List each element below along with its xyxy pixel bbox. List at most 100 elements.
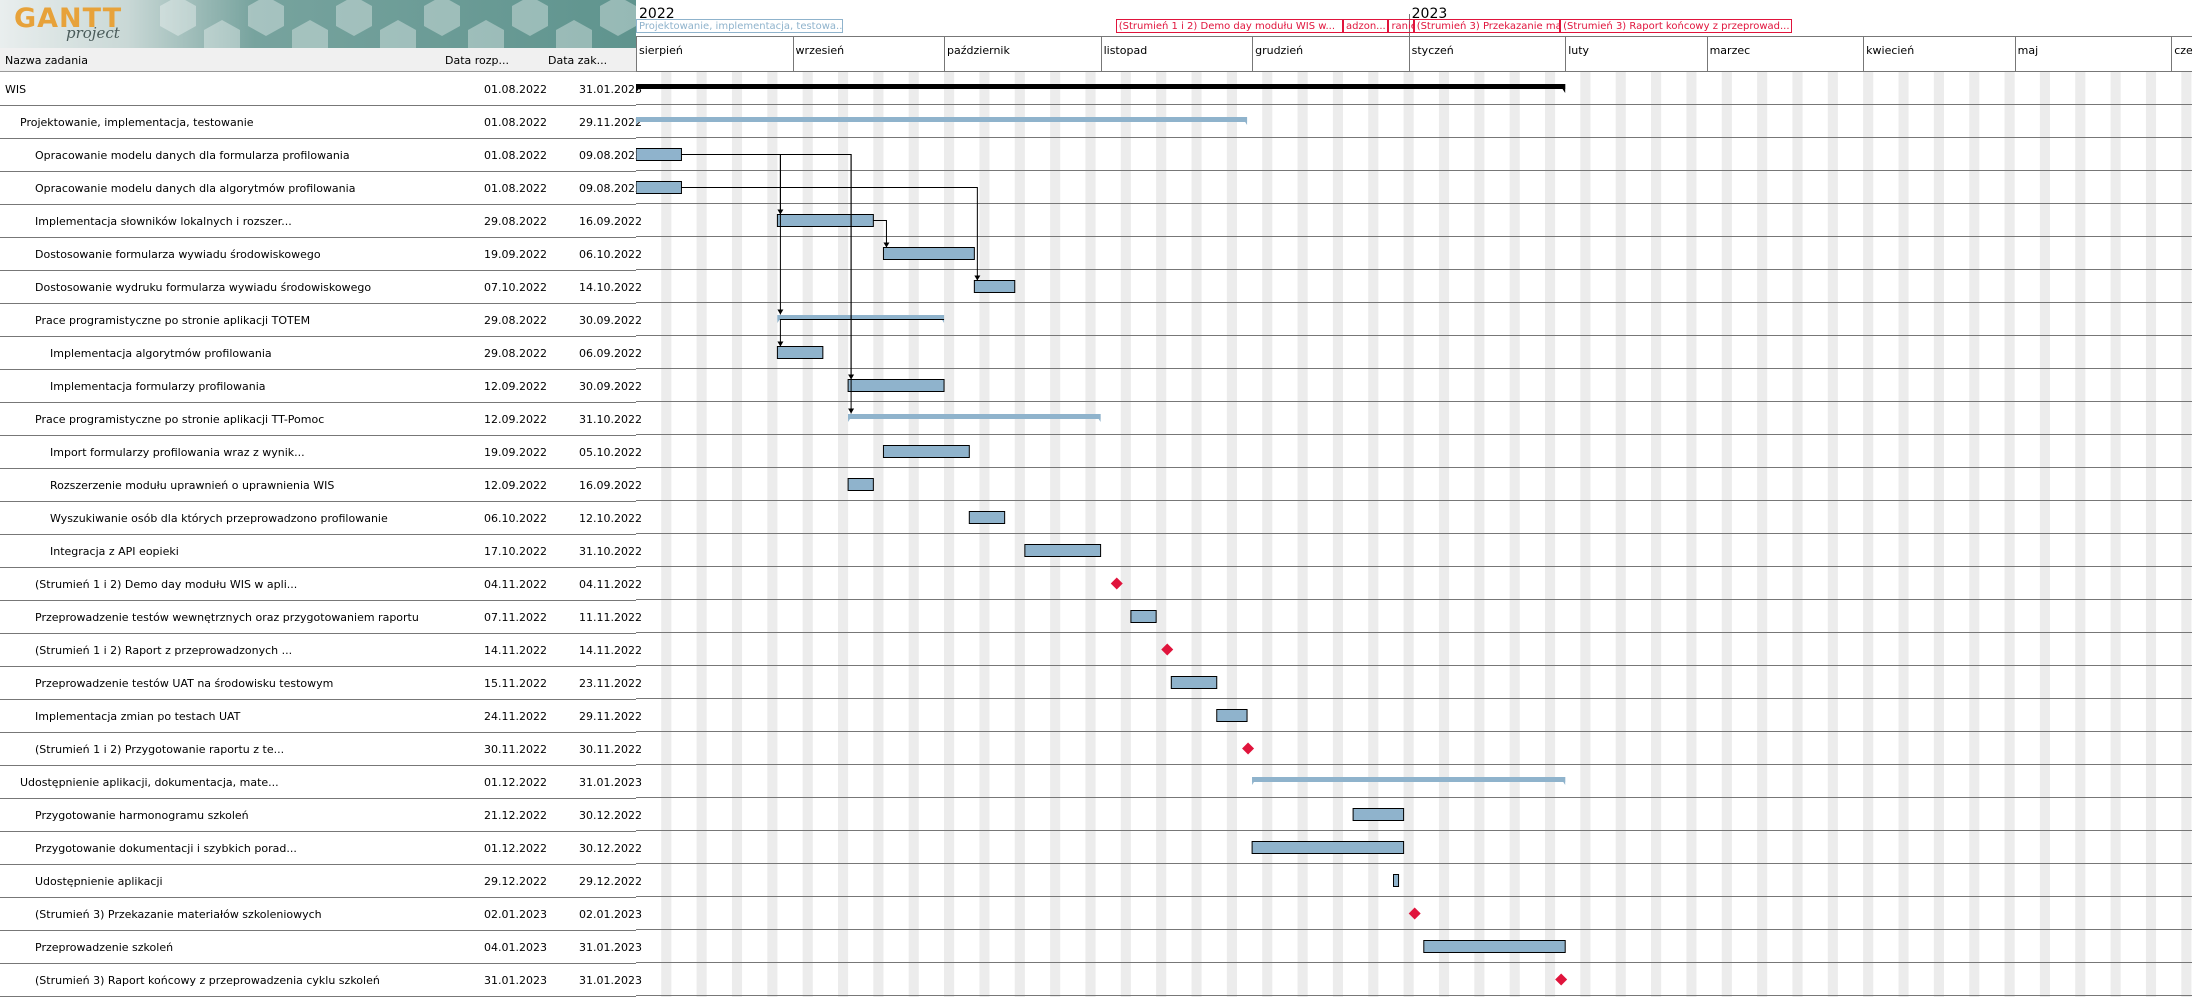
task-row[interactable]: Prace programistyczne po stronie aplikac… [0,303,642,337]
task-end-date: 29.12.2022 [579,875,642,888]
summary-bar-start-cap [848,414,854,422]
task-row[interactable]: Import formularzy profilowania wraz z wy… [0,435,642,469]
task-start-date: 29.08.2022 [484,347,547,360]
weekend-stripe [1792,72,1803,997]
summary-bar[interactable] [636,117,1248,122]
task-bar[interactable] [968,511,1006,524]
task-bar[interactable] [636,181,682,194]
task-bar[interactable] [776,346,824,359]
timeline-phase-label[interactable]: ranie ra [1388,19,1414,33]
timeline-phase-label[interactable]: (Strumień 3) Przekazanie ma [1413,19,1561,33]
task-start-date: 04.11.2022 [484,578,547,591]
timeline-phase-label[interactable]: Projektowanie, implementacja, testowa... [636,19,844,33]
weekend-stripe [1615,72,1626,997]
task-name: Implementacja zmian po testach UAT [35,710,241,723]
task-start-date: 01.08.2022 [484,116,547,129]
app-logo: GANTT project [0,0,636,48]
task-name: (Strumień 3) Przekazanie materiałów szko… [35,908,322,921]
task-row[interactable]: (Strumień 1 i 2) Demo day modułu WIS w a… [0,567,642,601]
milestone-diamond[interactable] [1110,577,1123,590]
summary-bar[interactable] [777,315,945,320]
task-name: WIS [5,83,27,96]
task-start-date: 29.08.2022 [484,215,547,228]
task-row[interactable]: Opracowanie modelu danych dla algorytmów… [0,171,642,205]
task-bar[interactable] [973,280,1016,293]
weekend-stripe [731,72,743,997]
timeline-header: 2022 2023 Projektowanie, implementacja, te… [636,0,2192,72]
weekend-stripe [1191,72,1202,997]
task-row[interactable]: Rozszerzenie modułu uprawnień o uprawnie… [0,468,642,502]
task-row[interactable]: Przeprowadzenie testów UAT na środowisku… [0,666,642,700]
task-row[interactable]: Implementacja słowników lokalnych i rozs… [0,204,642,238]
task-bar[interactable] [1423,940,1566,953]
task-bar[interactable] [1352,808,1405,821]
task-row[interactable]: Projektowanie, implementacja, testowanie… [0,105,642,139]
month-divider [1252,37,1254,71]
task-name: (Strumień 1 i 2) Demo day modułu WIS w a… [35,578,298,591]
task-row[interactable]: Wyszukiwanie osób dla których przeprowad… [0,501,642,535]
column-header-start[interactable]: Data rozp... [445,54,510,67]
task-row[interactable]: Przeprowadzenie testów wewnętrznych oraz… [0,600,642,634]
timeline-month-label: maj [2017,44,2039,57]
task-row[interactable]: Implementacja algorytmów profilowania 29.… [0,336,642,370]
task-start-date: 29.12.2022 [484,875,547,888]
task-row[interactable]: Dostosowanie formularza wywiadu środowis… [0,237,642,271]
task-row[interactable]: WIS 01.08.2022 31.01.2023 [0,72,642,106]
task-row[interactable]: (Strumień 1 i 2) Przygotowanie raportu z… [0,732,642,766]
task-bar[interactable] [1130,610,1157,623]
weekend-stripe [1120,72,1131,997]
task-row[interactable]: Udostępnienie aplikacji 29.12.2022 29.12.2… [0,864,642,898]
timeline-phase-label[interactable]: (Strumień 1 i 2) Demo day modułu WIS w..… [1115,19,1343,33]
task-bar[interactable] [882,247,975,260]
gantt-bars-area[interactable] [636,72,2192,997]
task-start-date: 12.09.2022 [484,479,547,492]
task-end-date: 06.09.2022 [579,347,642,360]
task-row[interactable]: Przygotowanie dokumentacji i szybkich po… [0,831,642,865]
task-start-date: 07.11.2022 [484,611,547,624]
milestone-diamond[interactable] [1408,907,1421,920]
task-start-date: 21.12.2022 [484,809,547,822]
task-bar[interactable] [1251,841,1405,854]
task-row[interactable]: Przygotowanie harmonogramu szkoleń 21.12.… [0,798,642,832]
task-row[interactable]: Prace programistyczne po stronie aplikac… [0,402,642,436]
logo-text: GANTT [14,3,123,34]
task-bar[interactable] [847,379,945,392]
task-bar[interactable] [1216,709,1248,722]
task-row[interactable]: Przeprowadzenie szkoleń 04.01.2023 31.01.2… [0,930,642,964]
task-bar[interactable] [847,478,874,491]
timeline-month-label: grudzień [1255,44,1304,57]
task-bar[interactable] [1393,874,1400,887]
task-name: Przeprowadzenie szkoleń [35,941,174,954]
timeline-month-label: kwiecień [1866,44,1915,57]
task-bar[interactable] [882,445,970,458]
milestone-diamond[interactable] [1161,643,1174,656]
year-divider [1408,14,1410,36]
project-summary-bar[interactable] [636,84,1566,89]
task-bar[interactable] [1170,676,1218,689]
task-row[interactable]: Implementacja formularzy profilowania 12.… [0,369,642,403]
task-end-date: 29.11.2022 [579,116,642,129]
task-start-date: 12.09.2022 [484,380,547,393]
task-row[interactable]: (Strumień 3) Przekazanie materiałów szko… [0,897,642,931]
task-row[interactable]: Udostępnienie aplikacji, dokumentacja, m… [0,765,642,799]
timeline-phase-label[interactable]: adzon... [1343,19,1389,33]
task-row[interactable]: Dostosowanie wydruku formularza wywiadu … [0,270,642,304]
timeline-phase-label[interactable]: (Strumień 3) Raport końcowy z przeprowad… [1560,19,1793,33]
task-row[interactable]: Opracowanie modelu danych dla formularza… [0,138,642,172]
task-bar[interactable] [1024,544,1102,557]
summary-bar[interactable] [848,414,1101,419]
milestone-diamond[interactable] [1242,742,1255,755]
task-name: Import formularzy profilowania wraz z wy… [50,446,305,459]
task-bar[interactable] [776,214,874,227]
task-row[interactable]: Implementacja zmian po testach UAT 24.11.… [0,699,642,733]
task-row[interactable]: (Strumień 1 i 2) Raport z przeprowadzony… [0,633,642,667]
milestone-diamond[interactable] [1555,973,1568,986]
column-header-name[interactable]: Nazwa zadania [5,54,88,67]
task-bar[interactable] [636,148,682,161]
weekend-stripe [1545,72,1556,997]
task-row[interactable]: (Strumień 3) Raport końcowy z przeprowad… [0,963,642,997]
task-row[interactable]: Integracja z API eopieki 17.10.2022 31.10.… [0,534,642,568]
summary-bar[interactable] [1252,777,1566,782]
task-end-date: 31.01.2023 [579,941,642,954]
column-header-end[interactable]: Data zak... [548,54,608,67]
